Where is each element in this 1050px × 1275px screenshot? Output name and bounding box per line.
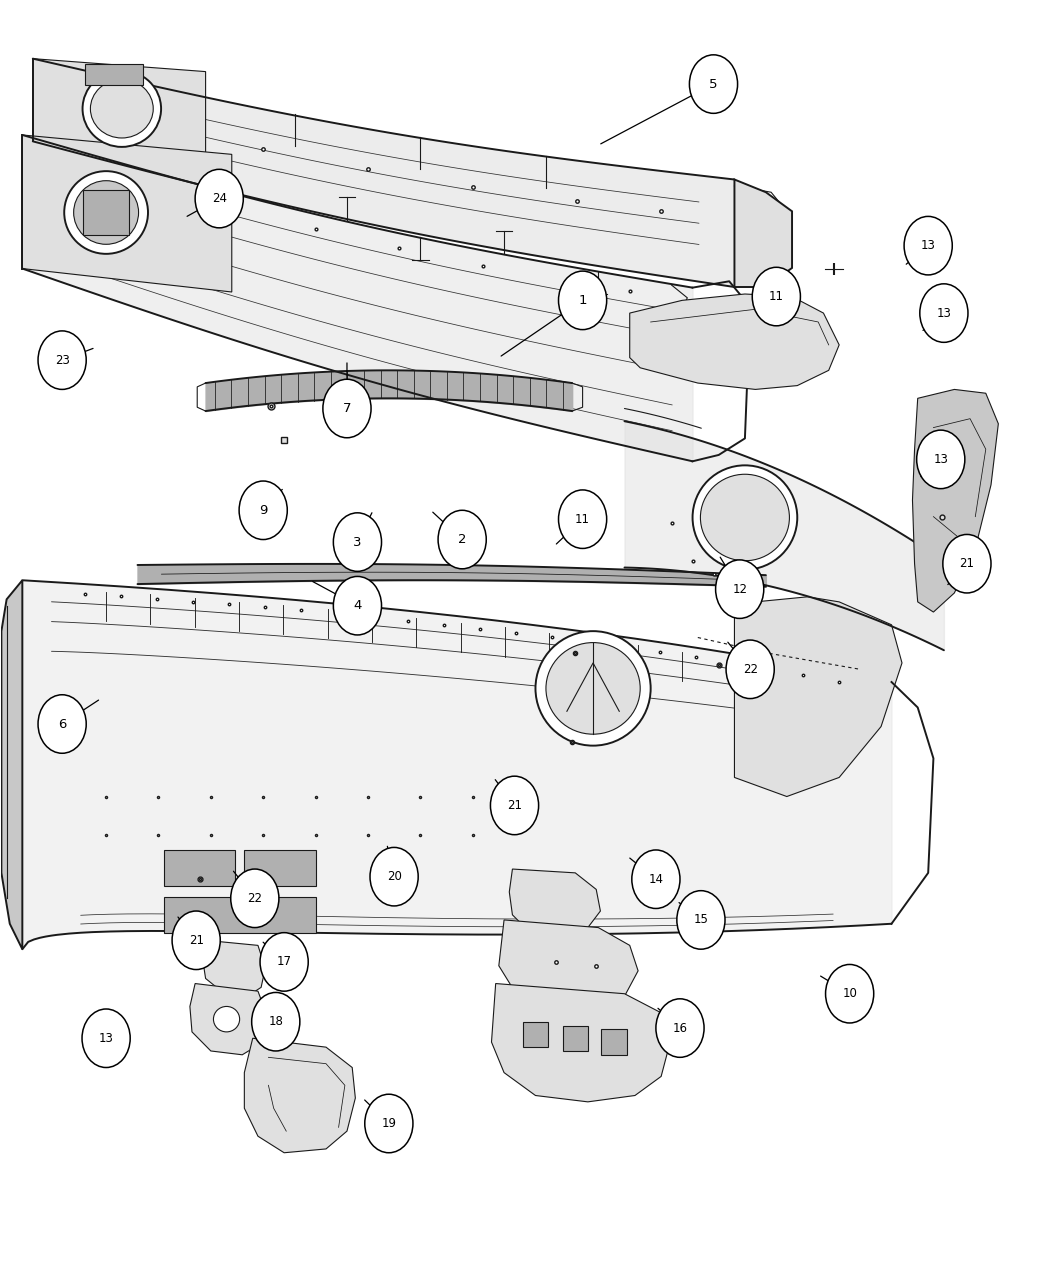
Polygon shape bbox=[734, 597, 902, 797]
Text: 18: 18 bbox=[269, 1015, 284, 1028]
Circle shape bbox=[438, 510, 486, 569]
Polygon shape bbox=[22, 135, 232, 292]
Text: 14: 14 bbox=[649, 872, 664, 886]
Text: 22: 22 bbox=[248, 891, 262, 905]
Circle shape bbox=[716, 560, 763, 618]
Circle shape bbox=[370, 848, 418, 907]
Circle shape bbox=[677, 891, 724, 949]
Text: 16: 16 bbox=[672, 1021, 688, 1034]
Circle shape bbox=[917, 430, 965, 488]
Circle shape bbox=[559, 490, 607, 548]
Text: 4: 4 bbox=[353, 599, 361, 612]
Circle shape bbox=[323, 379, 371, 437]
Text: 22: 22 bbox=[742, 663, 758, 676]
Circle shape bbox=[632, 850, 680, 909]
Text: 19: 19 bbox=[381, 1117, 396, 1130]
Circle shape bbox=[239, 481, 288, 539]
Circle shape bbox=[333, 513, 381, 571]
Circle shape bbox=[252, 992, 300, 1051]
Text: 6: 6 bbox=[58, 718, 66, 731]
Ellipse shape bbox=[536, 631, 651, 746]
Circle shape bbox=[172, 912, 220, 969]
Text: 15: 15 bbox=[693, 913, 709, 927]
Circle shape bbox=[260, 932, 309, 991]
Ellipse shape bbox=[693, 465, 797, 570]
Polygon shape bbox=[203, 940, 266, 996]
Text: 17: 17 bbox=[276, 955, 292, 969]
Polygon shape bbox=[912, 389, 999, 612]
Circle shape bbox=[752, 268, 800, 326]
Ellipse shape bbox=[90, 79, 153, 138]
Polygon shape bbox=[33, 59, 206, 157]
Polygon shape bbox=[85, 65, 143, 84]
Ellipse shape bbox=[64, 171, 148, 254]
Ellipse shape bbox=[83, 70, 161, 147]
Ellipse shape bbox=[213, 1006, 239, 1031]
Ellipse shape bbox=[700, 474, 790, 561]
Text: 21: 21 bbox=[960, 557, 974, 570]
Text: 10: 10 bbox=[842, 987, 857, 1000]
Circle shape bbox=[364, 1094, 413, 1153]
Bar bbox=[245, 850, 316, 886]
Circle shape bbox=[231, 870, 279, 928]
Bar bbox=[602, 1029, 627, 1054]
Bar bbox=[83, 190, 129, 236]
Text: 13: 13 bbox=[921, 240, 936, 252]
Polygon shape bbox=[190, 983, 269, 1054]
Bar bbox=[563, 1025, 588, 1051]
Polygon shape bbox=[734, 180, 792, 287]
Text: 23: 23 bbox=[55, 353, 69, 367]
Circle shape bbox=[490, 776, 539, 835]
Circle shape bbox=[195, 170, 244, 228]
Circle shape bbox=[825, 964, 874, 1023]
Text: 13: 13 bbox=[933, 453, 948, 465]
Circle shape bbox=[559, 272, 607, 330]
Ellipse shape bbox=[546, 643, 640, 734]
Text: 2: 2 bbox=[458, 533, 466, 546]
Polygon shape bbox=[509, 870, 601, 936]
Circle shape bbox=[904, 217, 952, 275]
Text: 7: 7 bbox=[342, 402, 351, 414]
Text: 20: 20 bbox=[386, 870, 401, 884]
Text: 11: 11 bbox=[769, 289, 784, 303]
Bar bbox=[523, 1021, 548, 1047]
Text: 11: 11 bbox=[575, 513, 590, 525]
Text: 21: 21 bbox=[507, 799, 522, 812]
Text: 5: 5 bbox=[709, 78, 718, 91]
Text: 12: 12 bbox=[732, 583, 748, 595]
Circle shape bbox=[38, 695, 86, 754]
Circle shape bbox=[333, 576, 381, 635]
Polygon shape bbox=[245, 1038, 355, 1153]
Circle shape bbox=[690, 55, 737, 113]
Polygon shape bbox=[1, 580, 22, 949]
Text: 1: 1 bbox=[579, 293, 587, 307]
Text: 24: 24 bbox=[212, 193, 227, 205]
Polygon shape bbox=[491, 983, 670, 1102]
Text: 3: 3 bbox=[353, 536, 361, 548]
Polygon shape bbox=[630, 295, 839, 389]
Bar bbox=[164, 898, 316, 932]
Text: 13: 13 bbox=[99, 1031, 113, 1044]
Text: 13: 13 bbox=[937, 306, 951, 320]
Circle shape bbox=[920, 284, 968, 343]
Ellipse shape bbox=[74, 181, 139, 245]
Polygon shape bbox=[499, 921, 638, 1009]
Text: 21: 21 bbox=[189, 933, 204, 947]
Circle shape bbox=[726, 640, 774, 699]
Circle shape bbox=[38, 332, 86, 389]
Text: 9: 9 bbox=[259, 504, 268, 516]
Circle shape bbox=[943, 534, 991, 593]
Bar bbox=[164, 850, 235, 886]
Circle shape bbox=[656, 998, 705, 1057]
Circle shape bbox=[82, 1009, 130, 1067]
